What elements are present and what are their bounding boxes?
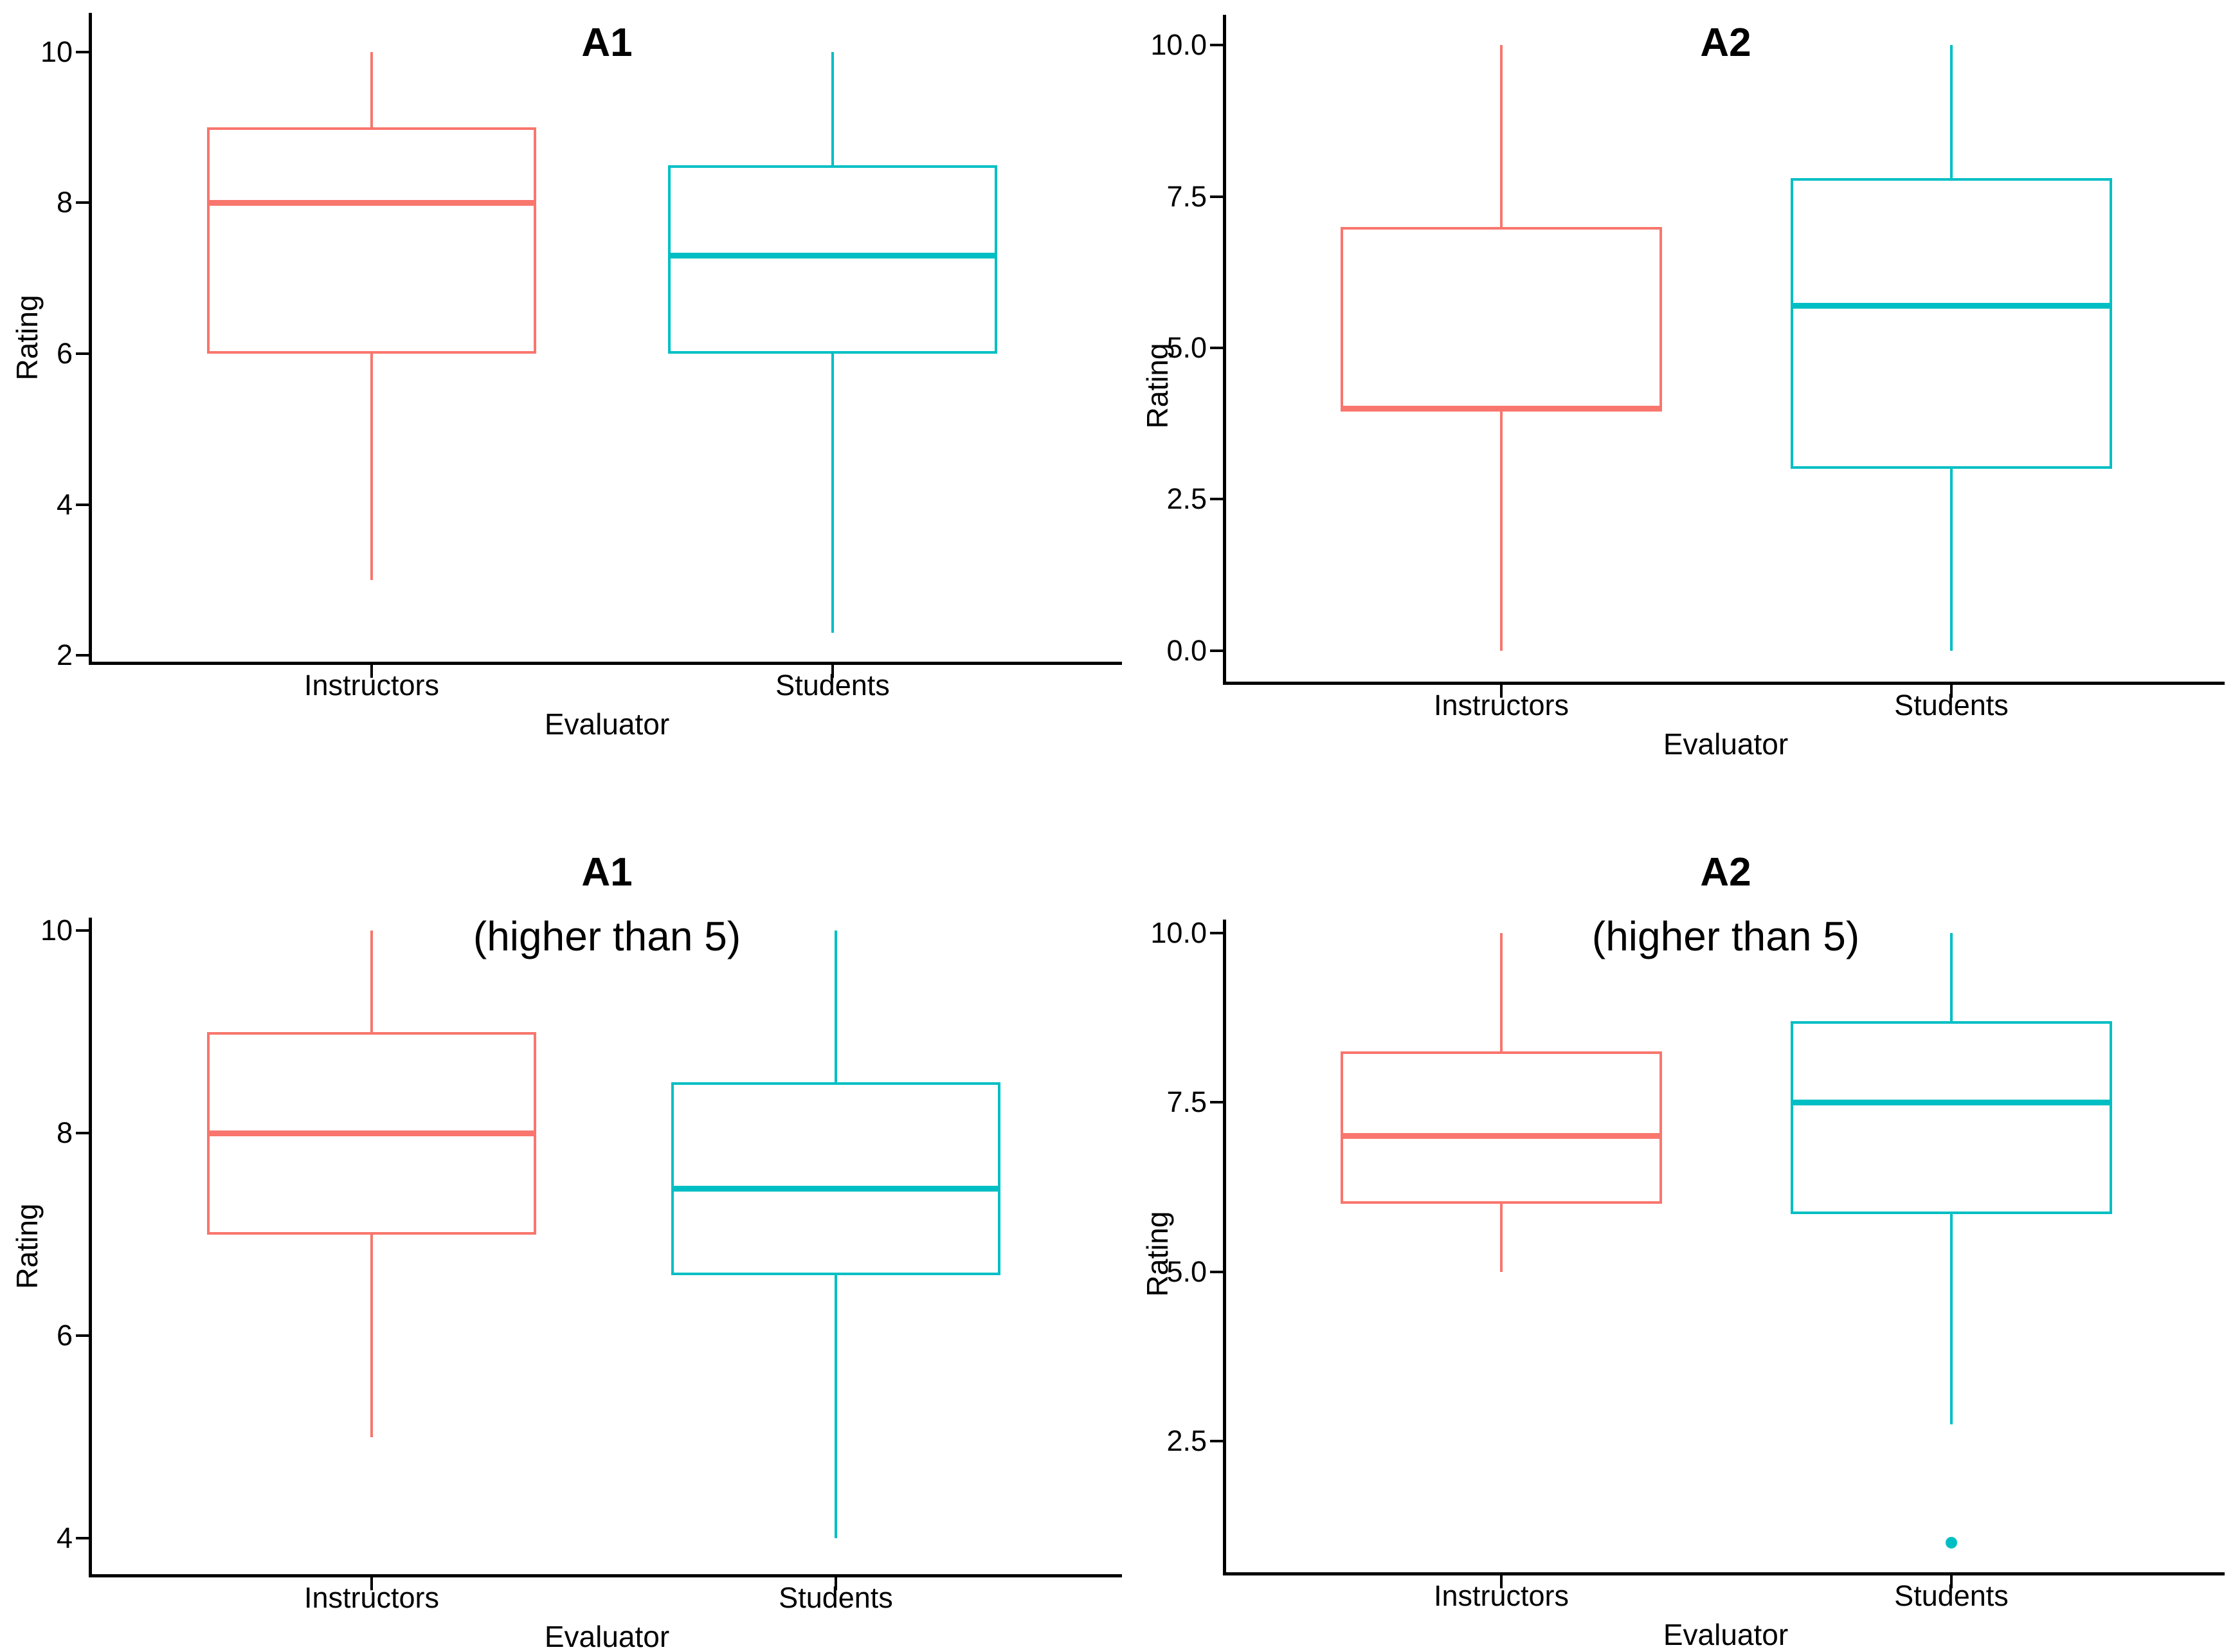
x-category-label: Instructors [303, 1581, 440, 1614]
y-tick-mark [76, 503, 89, 506]
x-axis-line [1223, 1572, 2225, 1575]
y-tick-label: 4 [56, 1521, 73, 1555]
y-tick-label: 6 [56, 337, 73, 370]
y-tick-mark [1210, 347, 1223, 350]
y-tick-label: 8 [56, 1116, 73, 1150]
x-category-label: Instructors [1433, 1579, 1569, 1612]
x-tick-mark [1500, 1575, 1503, 1588]
y-tick-label: 7.5 [1166, 179, 1207, 213]
x-axis-line [89, 1574, 1122, 1577]
box-iqr [207, 127, 536, 354]
median-line [1341, 405, 1662, 412]
x-category-label: Students [1894, 689, 2009, 722]
y-tick-label: 10.0 [1150, 916, 1207, 949]
outlier-point [1946, 1537, 1957, 1549]
y-tick-mark [1210, 1101, 1223, 1104]
panel-subtitle: (higher than 5) [1591, 913, 1860, 959]
median-line [1341, 1133, 1662, 1139]
y-tick-label: 5.0 [1166, 331, 1207, 365]
y-tick-mark [76, 201, 89, 204]
y-tick-mark [76, 1334, 89, 1338]
x-tick-mark [1950, 1575, 1953, 1588]
median-line [1791, 1099, 2112, 1105]
x-axis-title: Evaluator [544, 707, 670, 741]
x-axis-title: Evaluator [1663, 727, 1789, 761]
x-category-label: Instructors [303, 669, 440, 702]
y-tick-label: 7.5 [1166, 1085, 1207, 1119]
y-axis-line [1223, 920, 1226, 1575]
y-axis-line [89, 918, 92, 1577]
y-tick-mark [1210, 195, 1223, 198]
y-tick-mark [1210, 931, 1223, 934]
y-tick-label: 4 [56, 487, 73, 521]
y-tick-mark [76, 352, 89, 355]
y-tick-mark [1210, 1270, 1223, 1273]
panel-title: A2 [1700, 21, 1751, 65]
box-iqr [1791, 178, 2112, 469]
x-axis-title: Evaluator [1663, 1618, 1789, 1651]
y-tick-mark [1210, 1440, 1223, 1443]
y-tick-label: 6 [56, 1319, 73, 1352]
median-line [668, 253, 997, 259]
y-axis-line [89, 13, 92, 665]
y-tick-label: 0.0 [1166, 633, 1207, 667]
box-iqr [671, 1082, 1000, 1275]
y-tick-mark [1210, 44, 1223, 47]
x-category-label: Instructors [1433, 689, 1569, 722]
y-tick-label: 2.5 [1166, 482, 1207, 516]
panel-title: A1 [581, 850, 633, 894]
median-line [671, 1186, 1000, 1192]
median-line [207, 199, 536, 206]
y-tick-label: 2.5 [1166, 1424, 1207, 1458]
x-tick-mark [1500, 685, 1503, 698]
y-tick-mark [1210, 498, 1223, 501]
y-tick-mark [76, 1132, 89, 1135]
panel-subtitle: (higher than 5) [473, 913, 741, 959]
x-category-label: Students [775, 669, 890, 702]
x-tick-mark [370, 665, 373, 678]
y-tick-mark [76, 654, 89, 657]
x-category-label: Students [1894, 1579, 2009, 1612]
x-axis-line [89, 662, 1122, 665]
y-axis-title: Rating [10, 1203, 44, 1289]
panel-title: A2 [1700, 850, 1751, 894]
box-iqr [1341, 226, 1662, 409]
y-tick-label: 10 [40, 914, 73, 947]
y-tick-label: 10 [40, 35, 73, 68]
x-tick-mark [831, 665, 834, 678]
box-iqr [668, 165, 997, 354]
y-axis-line [1223, 15, 1226, 685]
y-tick-label: 2 [56, 639, 73, 672]
y-tick-mark [76, 50, 89, 53]
x-tick-mark [370, 1577, 373, 1590]
median-line [1791, 302, 2112, 309]
x-axis-title: Evaluator [544, 1620, 670, 1652]
y-tick-mark [1210, 649, 1223, 652]
y-tick-label: 8 [56, 186, 73, 219]
x-tick-mark [835, 1577, 837, 1590]
y-tick-label: 10.0 [1150, 28, 1207, 62]
median-line [207, 1130, 536, 1136]
box-iqr [1341, 1051, 1662, 1204]
panel-title: A1 [581, 21, 633, 65]
x-tick-mark [1950, 685, 1953, 698]
y-tick-mark [76, 929, 89, 932]
box-iqr [1791, 1021, 2112, 1214]
y-tick-mark [76, 1537, 89, 1540]
y-tick-label: 5.0 [1166, 1255, 1207, 1288]
x-category-label: Students [779, 1581, 893, 1614]
x-axis-line [1223, 682, 2225, 685]
